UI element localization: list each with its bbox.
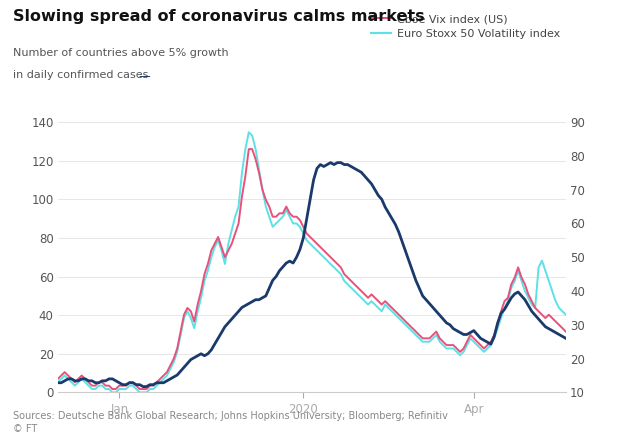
Text: Slowing spread of coronavirus calms markets: Slowing spread of coronavirus calms mark… xyxy=(13,9,424,24)
Legend: Cboe Vix index (US), Euro Stoxx 50 Volatility index: Cboe Vix index (US), Euro Stoxx 50 Volat… xyxy=(372,14,560,38)
Text: © FT: © FT xyxy=(13,424,37,434)
Text: —: — xyxy=(138,70,150,83)
Text: in daily confirmed cases: in daily confirmed cases xyxy=(13,70,152,80)
Text: Sources: Deutsche Bank Global Research; Johns Hopkins University; Bloomberg; Ref: Sources: Deutsche Bank Global Research; … xyxy=(13,411,448,421)
Text: Number of countries above 5% growth: Number of countries above 5% growth xyxy=(13,48,228,58)
